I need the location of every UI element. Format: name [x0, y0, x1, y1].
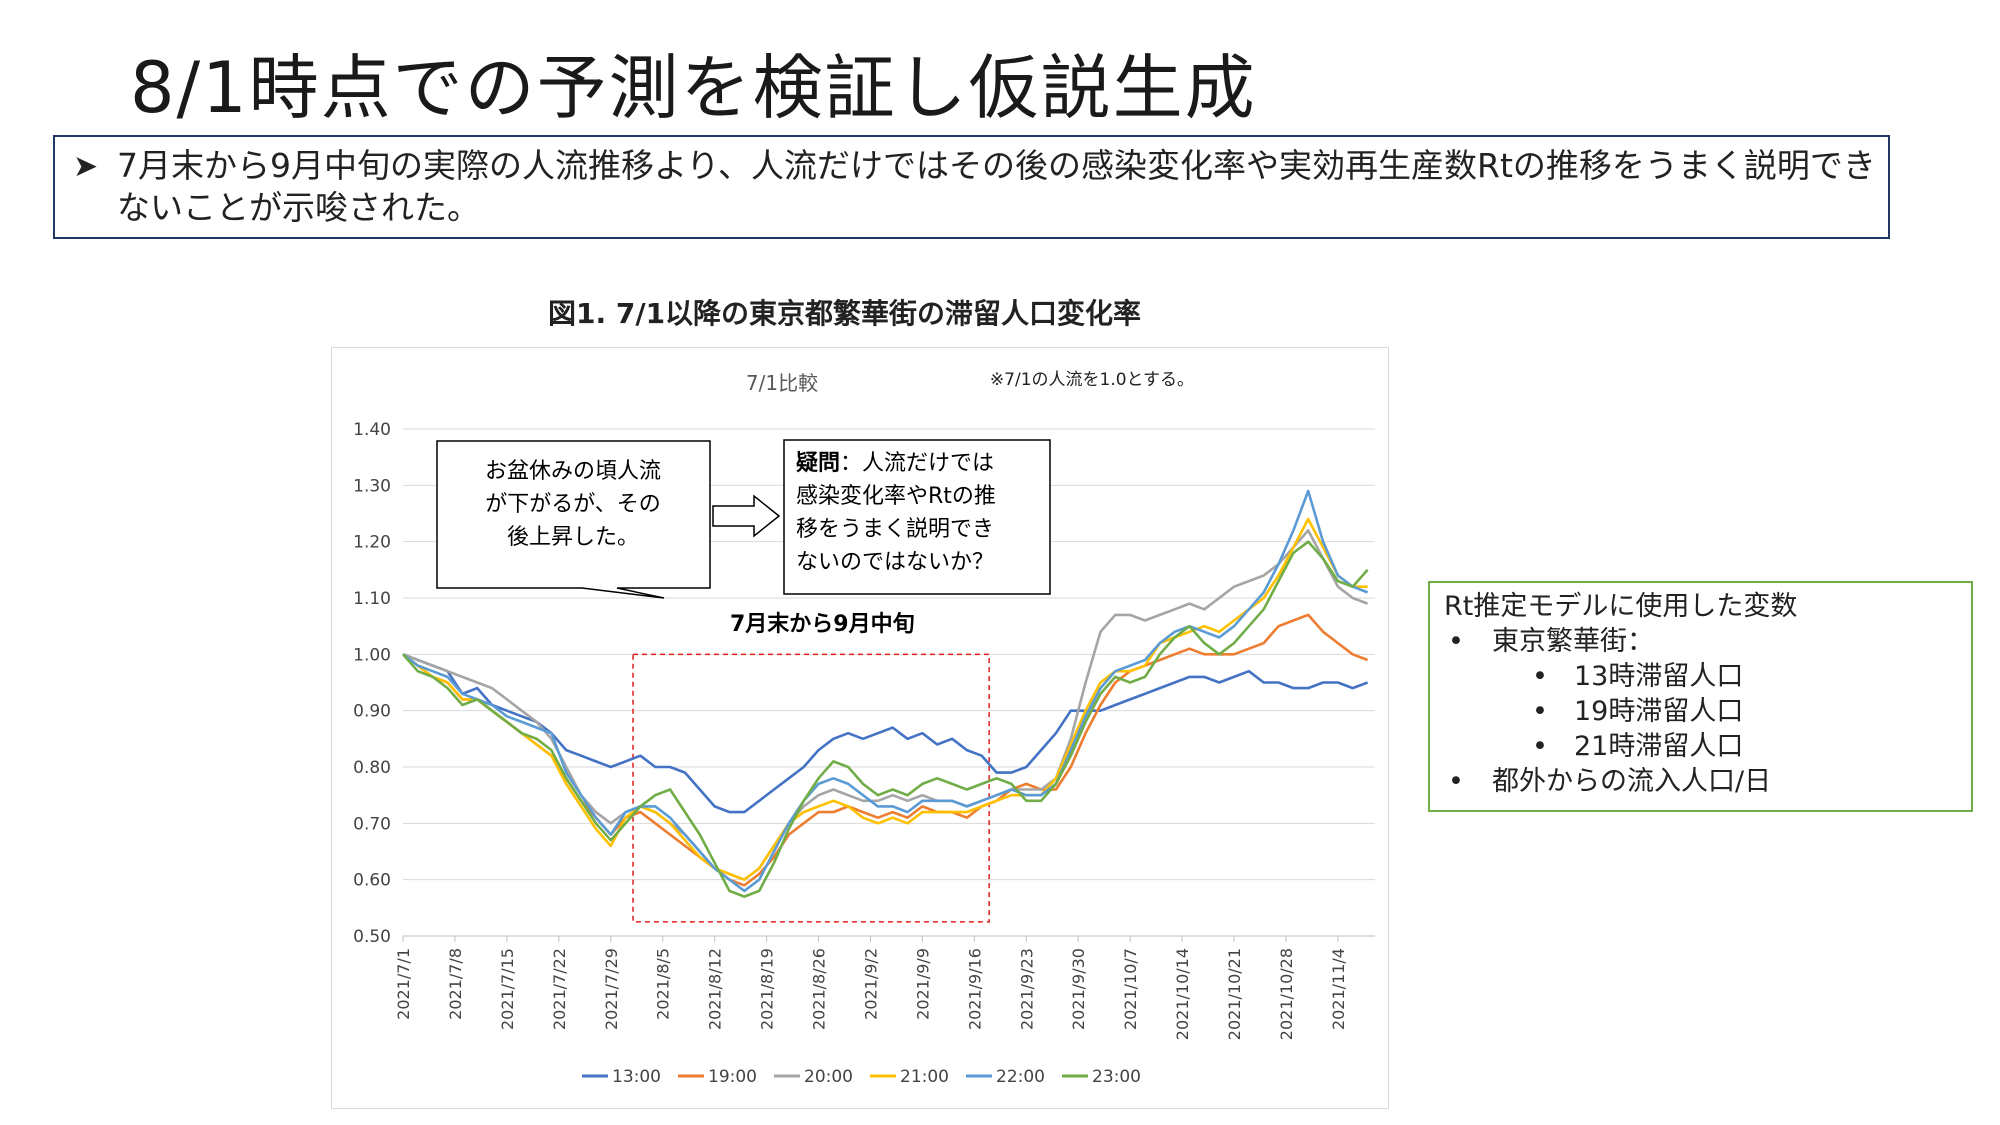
x-tick-label: 2021/8/5 — [654, 948, 673, 1020]
chart-frame: 0.50 0.60 0.70 0.80 0.90 1.00 1.10 1.20 1.30 1.40… — [331, 347, 1389, 1109]
variable-text: 都外からの流入人口/日 — [1492, 766, 1772, 797]
variables-list: • 東京繁華街： • 13時滞留人口 • 19時滞留人口 • 21時滞留人口 • 都外からの流入人… — [1444, 624, 1957, 799]
x-tick-label: 2021/8/19 — [758, 948, 777, 1030]
x-tick-label: 2021/8/26 — [810, 948, 829, 1030]
summary-text: 7月末から9月中旬の実際の人流推移より、人流だけではその後の感染変化率や実効再生… — [117, 146, 1876, 227]
chart-title: 7/1比較 — [746, 371, 818, 395]
y-axis-ticks: 0.50 0.60 0.70 0.80 0.90 1.00 1.10 1.20 1.30 1.40 — [353, 420, 391, 947]
legend-label: 22:00 — [996, 1067, 1045, 1087]
y-tick-label: 1.10 — [353, 589, 391, 609]
y-tick-label: 1.40 — [353, 420, 391, 440]
x-tick-label: 2021/9/23 — [1017, 948, 1036, 1030]
variable-item: • 21時滞留人口 — [1444, 729, 1957, 764]
bullet-icon: • — [1448, 766, 1464, 797]
callout-left: お盆休みの頃人流 が下がるが、その 後上昇した。 — [436, 440, 711, 599]
y-tick-label: 0.50 — [353, 927, 391, 947]
legend-label: 20:00 — [804, 1067, 853, 1087]
x-tick-label: 2021/9/9 — [913, 948, 932, 1020]
callout-left-line-2: が下がるが、その — [485, 492, 661, 517]
callout-right-line-1: ：人流だけでは — [840, 451, 994, 476]
legend-label: 19:00 — [708, 1067, 757, 1087]
variable-text: 東京繁華街： — [1492, 626, 1654, 657]
callout-left-line-3: 後上昇した。 — [507, 525, 639, 550]
series-line-2200 — [402, 489, 1369, 893]
bullet-icon: • — [1532, 731, 1548, 762]
series-line-2300 — [402, 540, 1369, 898]
x-tick-label: 2021/10/7 — [1121, 948, 1140, 1030]
callout-right-line-3: 移をうまく説明でき — [796, 517, 994, 542]
series-lines — [402, 489, 1369, 898]
callout-right: 疑問：人流だけでは 感染変化率やRtの推 移をうまく説明でき ないのではないか？ — [783, 439, 1051, 595]
x-tick-label: 2021/9/2 — [861, 948, 880, 1020]
y-tick-label: 0.70 — [353, 814, 391, 834]
block-arrow-icon — [712, 494, 781, 538]
x-tick-label: 2021/7/22 — [550, 948, 569, 1030]
series-line-1900 — [402, 613, 1369, 887]
x-tick-label: 2021/9/16 — [965, 948, 984, 1030]
svg-text:疑問：人流だけでは: 疑問：人流だけでは — [796, 451, 994, 476]
y-tick-label: 1.00 — [353, 645, 391, 665]
bullet-icon: • — [1448, 626, 1464, 657]
y-tick-label: 0.90 — [353, 702, 391, 722]
series-line-2000 — [402, 529, 1369, 881]
x-tick-label: 2021/9/30 — [1069, 948, 1088, 1030]
period-label: 7月末から9月中旬 — [730, 611, 915, 637]
highlight-region — [632, 653, 990, 923]
x-tick-label: 2021/10/21 — [1225, 948, 1244, 1040]
y-tick-label: 1.20 — [353, 533, 391, 553]
x-tick-label: 2021/8/12 — [706, 948, 725, 1030]
variable-item: • 19時滞留人口 — [1444, 694, 1957, 729]
legend-label: 23:00 — [1092, 1067, 1141, 1087]
bullet-icon: • — [1532, 661, 1548, 692]
arrow-bullet-icon: ➤ — [73, 149, 99, 184]
variable-item: • 13時滞留人口 — [1444, 659, 1957, 694]
chart-note: ※7/1の人流を1.0とする。 — [990, 370, 1194, 390]
summary-box: ➤ 7月末から9月中旬の実際の人流推移より、人流だけではその後の感染変化率や実効… — [53, 135, 1890, 239]
x-axis-ticks: 2021/7/1 2021/7/8 2021/7/15 2021/7/22 2021/7… — [394, 936, 1348, 1040]
variables-box: Rt推定モデルに使用した変数 • 東京繁華街： • 13時滞留人口 • 19時滞留人口 • 2… — [1428, 581, 1973, 812]
series-line-2100 — [402, 517, 1368, 881]
variable-item: • 都外からの流入人口/日 — [1444, 764, 1957, 799]
y-tick-label: 1.30 — [353, 476, 391, 496]
chart-legend: 13:00 19:00 20:00 21:00 22:00 23:00 — [582, 1067, 1141, 1087]
x-tick-label: 2021/10/14 — [1173, 948, 1192, 1040]
variable-text: 13時滞留人口 — [1574, 661, 1744, 692]
figure-caption: 図1. 7/1以降の東京都繁華街の滞留人口変化率 — [548, 297, 1142, 330]
x-tick-label: 2021/7/29 — [602, 948, 621, 1030]
legend-label: 13:00 — [612, 1067, 661, 1087]
variable-text: 21時滞留人口 — [1574, 731, 1744, 762]
y-tick-label: 0.80 — [353, 758, 391, 778]
x-tick-label: 2021/7/15 — [498, 948, 517, 1030]
bullet-icon: • — [1532, 696, 1548, 727]
slide-title: 8/1時点での予測を検証し仮説生成 — [130, 47, 1257, 129]
line-chart: 0.50 0.60 0.70 0.80 0.90 1.00 1.10 1.20 1.30 1.40… — [353, 370, 1375, 1087]
callout-right-bold: 疑問 — [796, 451, 840, 476]
y-tick-label: 0.60 — [353, 871, 391, 891]
variables-title: Rt推定モデルに使用した変数 — [1444, 591, 1798, 622]
callout-right-line-4: ないのではないか？ — [796, 550, 994, 575]
variable-item: • 東京繁華街： — [1444, 624, 1957, 659]
series-line-1300 — [402, 653, 1369, 814]
legend-label: 21:00 — [900, 1067, 949, 1087]
variable-text: 19時滞留人口 — [1574, 696, 1744, 727]
callout-right-line-2: 感染変化率やRtの推 — [796, 484, 996, 509]
callout-left-line-1: お盆休みの頃人流 — [485, 459, 661, 484]
x-tick-label: 2021/10/28 — [1277, 948, 1296, 1040]
x-tick-label: 2021/7/1 — [394, 948, 413, 1020]
x-tick-label: 2021/7/8 — [446, 948, 465, 1020]
x-tick-label: 2021/11/4 — [1329, 948, 1348, 1030]
